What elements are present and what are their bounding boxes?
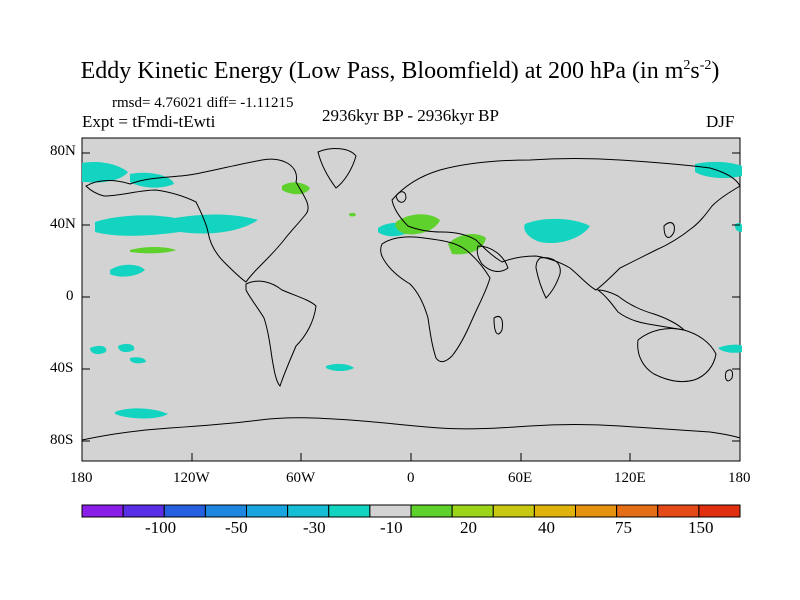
anomaly-hudson-bay — [282, 182, 310, 195]
colorbar-label: -50 — [225, 518, 248, 537]
colorbar-swatch — [163, 504, 206, 518]
colorbar-label: 40 — [538, 518, 555, 537]
coast-north-america — [85, 158, 309, 283]
colorbar-label: -10 — [380, 518, 403, 537]
colorbar-label: -100 — [145, 518, 177, 537]
anomaly-subtropical-pacific — [110, 264, 145, 277]
colorbar-swatch — [328, 504, 371, 518]
coast-greenland — [317, 148, 357, 189]
colorbar-swatch — [698, 504, 741, 518]
lat-label-80n: 80N — [50, 143, 76, 159]
lon-label-60w: 60W — [286, 470, 316, 486]
coast-africa — [380, 236, 491, 363]
coast-japan — [663, 222, 675, 238]
anomaly-north-pacific-west — [82, 162, 128, 183]
coastlines — [81, 148, 741, 441]
anomaly-north-pacific-east — [130, 172, 174, 188]
colorbar-swatch — [451, 504, 494, 518]
anomaly-south-pacific-east — [130, 357, 146, 364]
lon-label-0: 0 — [407, 470, 415, 486]
coast-antarctica — [81, 417, 741, 441]
colorbar-swatch — [616, 504, 659, 518]
coast-south-america — [245, 280, 317, 387]
anomaly-mid-pacific — [95, 214, 258, 236]
anomaly-south-atlantic — [326, 363, 354, 371]
map-frame — [81, 137, 741, 462]
negative-anomaly-regions — [82, 161, 742, 419]
coast-new-zealand — [725, 369, 733, 382]
colorbar-swatch — [369, 504, 412, 518]
colorbar-swatch — [533, 504, 577, 518]
coast-eurasia — [391, 158, 741, 291]
colorbar-label: 75 — [615, 518, 632, 537]
positive-anomaly-regions — [130, 182, 486, 255]
anomaly-central-asia — [524, 218, 590, 244]
experiment-label: Expt = tFmdi-tEwti — [82, 112, 216, 131]
lon-label-180e: 180 — [728, 470, 751, 486]
period-label: 2936kyr BP - 2936kyr BP — [322, 106, 499, 125]
anomaly-middle-east — [448, 234, 486, 255]
anomaly-south-pacific-mid — [118, 343, 135, 353]
anomaly-mediterranean — [395, 214, 440, 235]
axis-ticks — [81, 152, 741, 461]
colorbar-label: -30 — [303, 518, 326, 537]
colorbar-swatch — [246, 504, 289, 518]
lon-label-60e: 60E — [508, 470, 533, 486]
colorbar-label: 150 — [688, 518, 714, 537]
coast-india — [535, 257, 561, 299]
colorbar-swatch — [575, 504, 618, 518]
lat-label-80s: 80S — [50, 432, 74, 448]
anomaly-subtropical-pacific-green — [130, 247, 176, 254]
anomaly-atlantic-speck — [349, 212, 356, 217]
anomaly-southern-ocean — [115, 408, 168, 419]
coast-madagascar — [493, 316, 503, 335]
lon-label-180w: 180 — [70, 470, 93, 486]
colorbar-swatch — [287, 504, 330, 518]
lat-label-40n: 40N — [50, 216, 76, 232]
anomaly-south-pacific-west — [90, 345, 107, 355]
colorbar-swatch — [81, 504, 124, 518]
colorbar-swatch — [492, 504, 535, 518]
colorbar-label: 20 — [460, 518, 477, 537]
lon-label-120w: 120W — [173, 470, 210, 486]
anomaly-tasman — [718, 344, 742, 353]
colorbar-swatch — [204, 504, 248, 518]
lat-label-0: 0 — [66, 288, 74, 304]
anomaly-siberia — [695, 161, 742, 179]
map-title: Eddy Kinetic Energy (Low Pass, Bloomfiel… — [80, 58, 720, 84]
lon-label-120e: 120E — [614, 470, 646, 486]
lat-label-40s: 40S — [50, 360, 74, 376]
colorbar-swatch — [122, 504, 165, 518]
colorbar-swatch — [657, 504, 700, 518]
stats-line: rmsd= 4.76021 diff= -1.11215 — [112, 95, 294, 111]
coast-arabia — [476, 245, 509, 272]
coast-australia — [637, 327, 717, 383]
coast-uk — [395, 191, 407, 203]
season-label: DJF — [706, 112, 735, 131]
colorbar — [81, 504, 741, 518]
colorbar-swatch — [410, 504, 453, 518]
